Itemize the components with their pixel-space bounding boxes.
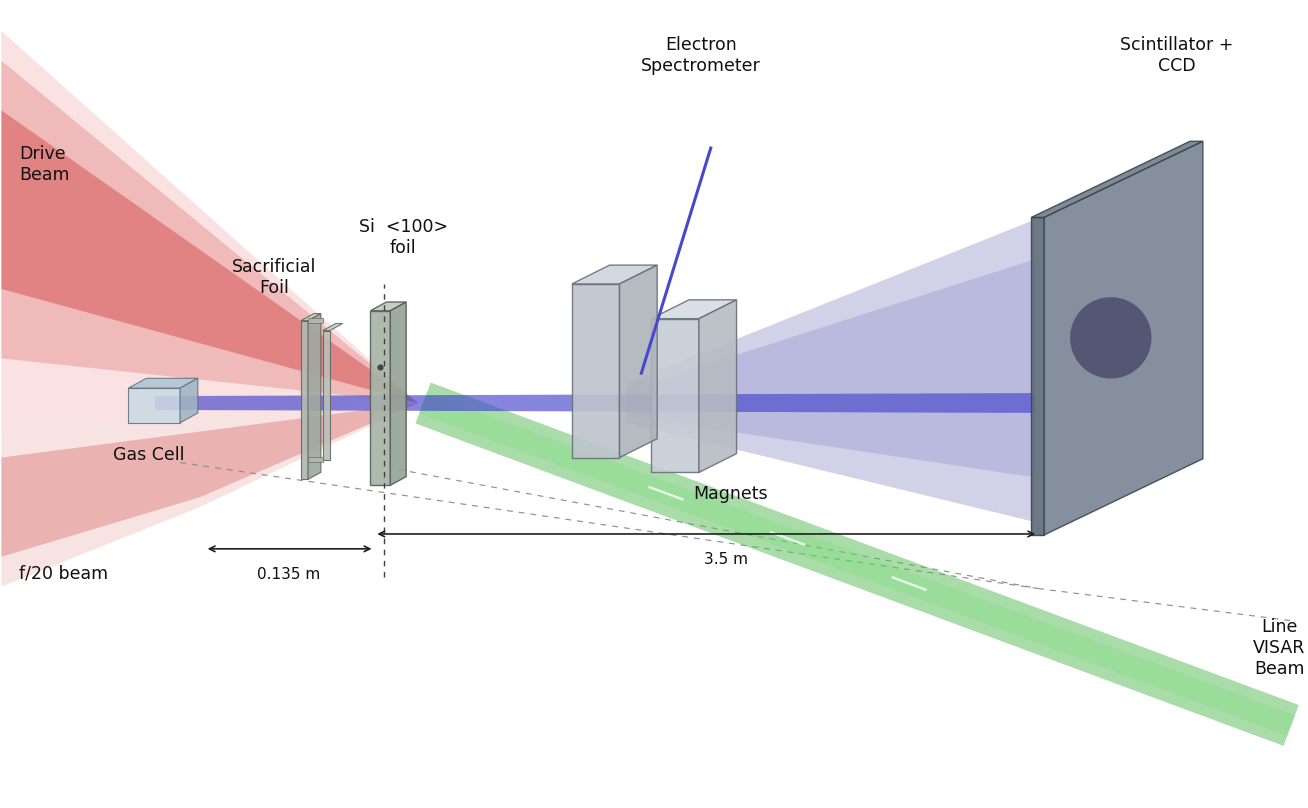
Polygon shape [572, 284, 620, 457]
Text: Drive
Beam: Drive Beam [20, 145, 69, 184]
Polygon shape [416, 382, 1299, 746]
Polygon shape [307, 318, 323, 322]
Polygon shape [620, 265, 657, 457]
Text: Electron
Spectrometer: Electron Spectrometer [641, 36, 761, 74]
Polygon shape [572, 265, 657, 284]
Polygon shape [1031, 217, 1044, 535]
Polygon shape [301, 314, 320, 321]
Polygon shape [156, 393, 1035, 413]
Text: Line
VISAR
Beam: Line VISAR Beam [1253, 618, 1305, 678]
Text: 3.5 m: 3.5 m [704, 552, 748, 567]
Polygon shape [1, 61, 419, 403]
Polygon shape [181, 378, 198, 423]
Polygon shape [301, 321, 307, 479]
Text: Sacrificial
Foil: Sacrificial Foil [232, 258, 317, 297]
Polygon shape [1, 31, 419, 427]
Polygon shape [1031, 141, 1203, 217]
Polygon shape [128, 388, 181, 423]
Ellipse shape [1070, 297, 1151, 378]
Polygon shape [128, 378, 198, 388]
Polygon shape [698, 300, 736, 473]
Text: Gas Cell: Gas Cell [112, 446, 184, 464]
Polygon shape [651, 300, 736, 318]
Polygon shape [1, 111, 419, 403]
Polygon shape [1, 403, 419, 587]
Polygon shape [1, 403, 419, 557]
Polygon shape [390, 302, 407, 486]
Text: Si  <100>
foil: Si <100> foil [358, 218, 447, 257]
Polygon shape [307, 314, 320, 479]
Polygon shape [651, 318, 698, 473]
Polygon shape [627, 259, 1035, 478]
Text: Scintillator +
CCD: Scintillator + CCD [1121, 36, 1233, 74]
Polygon shape [307, 457, 323, 461]
Polygon shape [370, 311, 390, 486]
Polygon shape [1044, 141, 1203, 535]
Polygon shape [323, 330, 330, 460]
Polygon shape [627, 220, 1035, 522]
Text: Magnets: Magnets [693, 486, 768, 503]
Polygon shape [323, 323, 343, 330]
Polygon shape [420, 393, 1295, 735]
Polygon shape [370, 302, 407, 311]
Text: 0.135 m: 0.135 m [258, 566, 320, 582]
Text: f/20 beam: f/20 beam [20, 565, 109, 583]
